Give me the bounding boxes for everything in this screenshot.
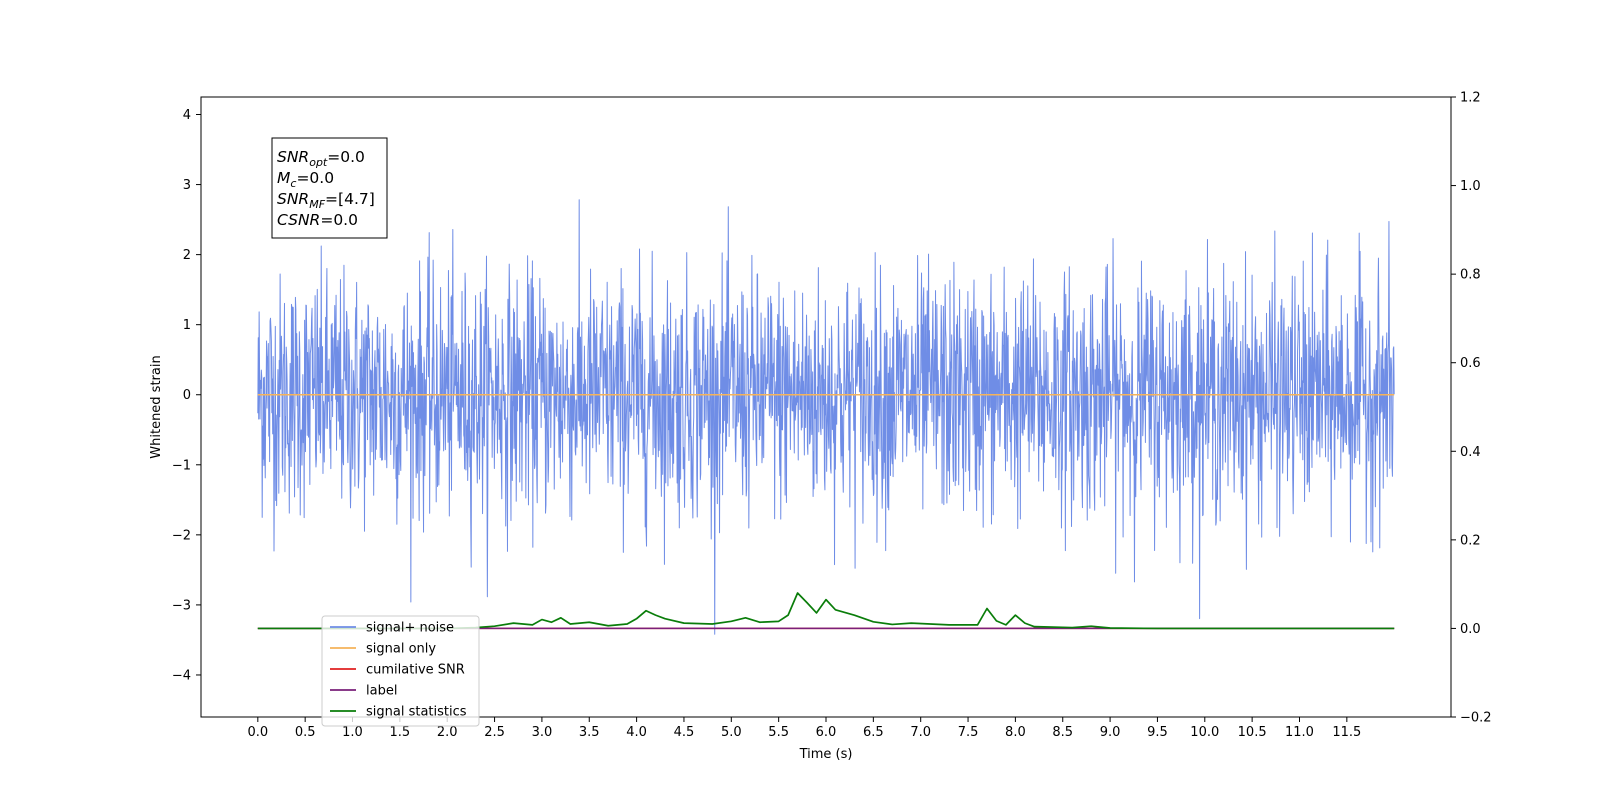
series-signal-statistics xyxy=(257,592,1395,630)
y-tick-label: 3 xyxy=(183,178,191,193)
x-tick-label: 0.0 xyxy=(247,725,268,740)
y2-tick-label: 1.0 xyxy=(1460,179,1481,194)
x-tick-label: 4.5 xyxy=(674,725,695,740)
y-tick-label: −4 xyxy=(172,668,191,683)
y-tick-label: 1 xyxy=(183,318,191,333)
x-tick-label: 6.5 xyxy=(863,725,884,740)
legend: signal+ noise signal only cumilative SNR la… xyxy=(321,615,480,727)
y2-tick-label: 0.2 xyxy=(1460,533,1481,548)
y-tick-label: −1 xyxy=(172,458,191,473)
x-tick-label: 7.0 xyxy=(910,725,931,740)
y2-tick-label: 1.2 xyxy=(1460,91,1481,106)
y2-tick-label: 0.8 xyxy=(1460,268,1481,283)
legend-label: cumilative SNR xyxy=(366,663,465,678)
x-axis: 0.0 0.5 1.0 1.5 2.0 2.5 3.0 3.5 4.0 4.5 5.0 5.5 6.0 6… xyxy=(247,717,1361,740)
legend-label: signal+ noise xyxy=(366,621,454,636)
legend-label: signal statistics xyxy=(366,705,467,720)
legend-label: signal only xyxy=(366,642,436,657)
y-tick-label: −2 xyxy=(172,528,191,543)
x-tick-label: 1.5 xyxy=(390,725,411,740)
x-tick-label: 2.5 xyxy=(484,725,505,740)
x-tick-label: 3.5 xyxy=(579,725,600,740)
x-tick-label: 6.0 xyxy=(816,725,837,740)
y-axis-title: Whitened strain xyxy=(149,355,164,458)
x-tick-label: 10.0 xyxy=(1190,725,1219,740)
annotation-line: SNRopt=0.0 xyxy=(277,148,365,169)
x-tick-label: 10.5 xyxy=(1238,725,1267,740)
x-tick-label: 9.5 xyxy=(1147,725,1168,740)
annotation-frame xyxy=(271,137,388,239)
x-tick-label: 8.5 xyxy=(1052,725,1073,740)
x-tick-label: 0.5 xyxy=(295,725,316,740)
x-tick-label: 5.5 xyxy=(768,725,789,740)
y-tick-label: −3 xyxy=(172,598,191,613)
x-tick-label: 5.0 xyxy=(721,725,742,740)
x-tick-label: 3.0 xyxy=(532,725,553,740)
annotation-line: Mc=0.0 xyxy=(277,169,334,190)
y2-axis: 1.2 1.0 0.8 0.6 0.4 0.2 0.0 −0.2 xyxy=(1451,91,1492,726)
series-signal-noise xyxy=(257,199,1395,635)
x-tick-label: 8.0 xyxy=(1005,725,1026,740)
x-tick-label: 1.0 xyxy=(342,725,363,740)
y-tick-label: 0 xyxy=(183,388,191,403)
x-tick-label: 4.0 xyxy=(626,725,647,740)
plot-series xyxy=(257,199,1395,635)
y2-tick-label: 0.6 xyxy=(1460,356,1481,371)
y-axis: 4 3 2 1 0 −1 −2 −3 −4 xyxy=(172,108,201,683)
x-tick-label: 2.0 xyxy=(437,725,458,740)
y-tick-label: 2 xyxy=(183,248,191,263)
legend-label: label xyxy=(366,684,397,699)
legend-frame xyxy=(321,615,480,727)
x-tick-label: 7.5 xyxy=(958,725,979,740)
x-tick-label: 9.0 xyxy=(1100,725,1121,740)
x-tick-label: 11.0 xyxy=(1285,725,1314,740)
annotation-line: CSNR=0.0 xyxy=(277,211,358,229)
x-axis-title: Time (s) xyxy=(799,747,853,762)
annotation-line: SNRMF=[4.7] xyxy=(277,190,375,211)
y2-tick-label: 0.4 xyxy=(1460,445,1481,460)
x-tick-label: 11.5 xyxy=(1332,725,1361,740)
y-tick-label: 4 xyxy=(183,108,191,123)
y2-tick-label: 0.0 xyxy=(1460,622,1481,637)
y2-tick-label: −0.2 xyxy=(1460,711,1492,726)
